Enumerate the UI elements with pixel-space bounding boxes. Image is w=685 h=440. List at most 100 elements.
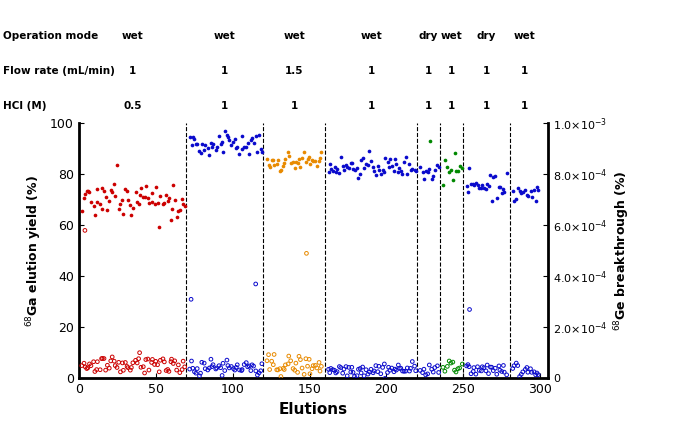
Point xyxy=(485,171,496,178)
Point xyxy=(152,199,163,206)
Point xyxy=(388,368,399,375)
Point xyxy=(514,188,525,195)
Point xyxy=(330,370,341,377)
Point xyxy=(84,188,95,195)
Point xyxy=(340,363,351,370)
Point xyxy=(347,166,358,173)
Point xyxy=(283,149,294,156)
Point xyxy=(247,134,258,141)
Point xyxy=(490,365,501,372)
Point xyxy=(149,200,160,207)
Point xyxy=(273,367,284,374)
Point xyxy=(384,155,395,162)
Point xyxy=(234,367,245,374)
Point xyxy=(472,363,483,370)
Point xyxy=(395,365,406,372)
Point xyxy=(342,372,353,379)
Point xyxy=(288,158,299,165)
Point xyxy=(245,367,256,374)
Point xyxy=(204,151,215,158)
Point xyxy=(358,372,369,379)
Point xyxy=(302,363,313,370)
Point xyxy=(88,202,99,209)
Point xyxy=(97,355,108,362)
Point xyxy=(127,204,138,211)
Point xyxy=(247,361,258,368)
Point xyxy=(179,363,190,370)
Point xyxy=(206,363,217,370)
Point xyxy=(521,191,532,198)
Text: wet: wet xyxy=(440,31,462,41)
Point xyxy=(338,167,349,174)
Point xyxy=(477,363,488,370)
Point xyxy=(314,367,325,374)
Point xyxy=(139,370,150,377)
Point xyxy=(447,359,458,366)
Point xyxy=(417,169,428,176)
Point xyxy=(96,355,107,362)
Point xyxy=(231,145,242,152)
Point xyxy=(508,365,519,372)
Point xyxy=(486,198,497,205)
Point xyxy=(312,364,323,371)
Point xyxy=(275,167,286,174)
Point xyxy=(123,196,134,203)
Text: wet: wet xyxy=(214,31,236,41)
Point xyxy=(323,366,334,373)
Text: 1: 1 xyxy=(290,102,298,111)
Point xyxy=(266,156,277,163)
Point xyxy=(299,371,310,378)
Point xyxy=(186,358,197,365)
Point xyxy=(292,369,303,376)
Point xyxy=(498,362,509,369)
Point xyxy=(169,196,180,203)
Point xyxy=(117,197,128,204)
Point xyxy=(369,168,379,175)
Point xyxy=(397,367,408,374)
Point xyxy=(366,158,377,165)
Point xyxy=(214,132,225,139)
Point xyxy=(426,175,437,182)
Point xyxy=(95,201,105,208)
Point xyxy=(461,183,472,190)
Point xyxy=(511,359,522,367)
Point xyxy=(177,201,188,208)
Point xyxy=(150,358,161,365)
Point xyxy=(343,364,354,371)
Point xyxy=(115,368,126,375)
Point xyxy=(244,150,255,158)
Point xyxy=(89,368,100,375)
Point xyxy=(482,180,493,187)
Point xyxy=(132,198,142,205)
Point xyxy=(445,166,456,173)
Point xyxy=(360,366,371,373)
Point xyxy=(373,162,384,169)
Point xyxy=(433,369,444,376)
Point xyxy=(256,146,266,153)
Point xyxy=(355,365,366,372)
Point xyxy=(342,164,353,171)
Point xyxy=(215,141,226,148)
Text: dry: dry xyxy=(477,31,496,41)
Point xyxy=(121,363,132,370)
Point xyxy=(199,359,210,367)
Y-axis label: $^{68}$Ge breakthrough (%): $^{68}$Ge breakthrough (%) xyxy=(613,170,632,331)
Point xyxy=(184,366,195,373)
Text: 1: 1 xyxy=(221,66,229,76)
Point xyxy=(409,363,420,370)
Point xyxy=(275,373,286,380)
Point xyxy=(277,162,288,169)
Point xyxy=(280,156,291,163)
Point xyxy=(345,368,356,375)
Point xyxy=(521,364,532,371)
Text: Flow rate (mL/min): Flow rate (mL/min) xyxy=(3,66,115,76)
Point xyxy=(110,193,121,200)
Point xyxy=(82,187,92,194)
Point xyxy=(512,185,523,192)
Point xyxy=(134,349,145,356)
Point xyxy=(383,163,394,170)
Point xyxy=(464,306,475,313)
Point xyxy=(232,361,242,368)
Point xyxy=(256,360,267,367)
Point xyxy=(335,364,346,371)
